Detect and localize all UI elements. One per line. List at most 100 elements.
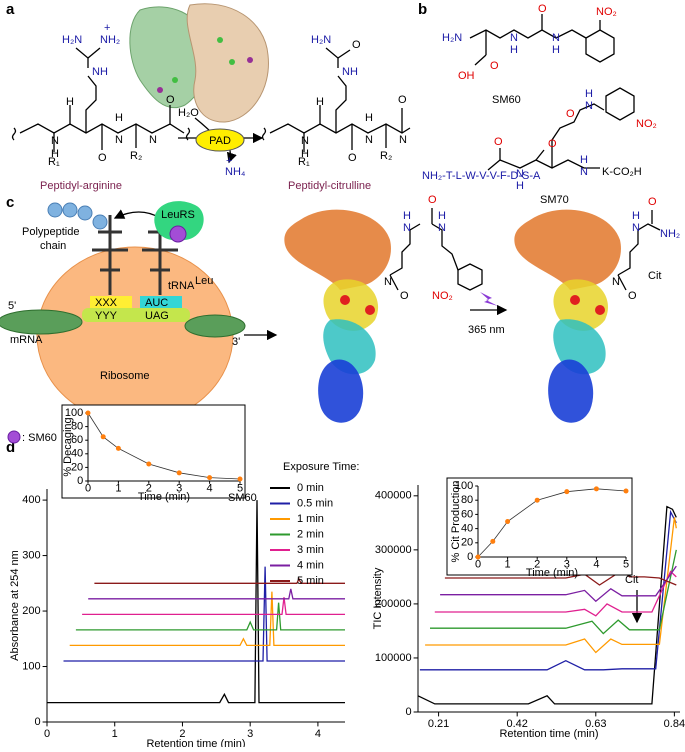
series-line bbox=[47, 500, 345, 704]
atom: N bbox=[384, 276, 392, 288]
protein bbox=[284, 209, 391, 423]
data-point bbox=[237, 476, 243, 482]
x-tick-label: 0 bbox=[475, 559, 481, 571]
x-tick-label: 5 bbox=[623, 559, 629, 571]
series-line bbox=[88, 588, 345, 600]
series-line bbox=[75, 602, 345, 631]
atom: N bbox=[510, 32, 518, 44]
y-tick-label: 0 bbox=[34, 716, 40, 728]
atom: H₂N bbox=[442, 32, 462, 44]
y-tick-label: 100 bbox=[65, 407, 83, 419]
data-point bbox=[207, 475, 213, 481]
protein bbox=[514, 209, 621, 423]
anticodon: XXX bbox=[95, 297, 118, 309]
data-point bbox=[534, 497, 540, 503]
sm60-bonds bbox=[469, 14, 615, 66]
x-tick-label: 0 bbox=[44, 728, 50, 740]
sm70-bonds bbox=[487, 87, 635, 171]
reagent: H₂O bbox=[178, 107, 199, 119]
series-line bbox=[434, 570, 677, 617]
y-tick-label: 80 bbox=[461, 494, 473, 506]
atom: H bbox=[66, 96, 74, 108]
x-tick-label: 1 bbox=[115, 483, 121, 495]
series-line bbox=[430, 549, 677, 635]
polypeptide-label: Polypeptide bbox=[22, 226, 80, 238]
pad-structure bbox=[129, 3, 269, 123]
y-tick-label: 300 bbox=[22, 549, 40, 561]
y-tick-label: 400000 bbox=[375, 490, 412, 502]
data-point bbox=[115, 445, 121, 451]
sequence: NH₂-T-L-W-V-V-F-D-S-A bbox=[422, 170, 541, 182]
peak-label: SM60 bbox=[228, 492, 257, 504]
x-tick-label: 3 bbox=[176, 483, 182, 495]
atom: O bbox=[98, 152, 107, 164]
light-bolt bbox=[480, 292, 498, 306]
y-tick-label: 0 bbox=[77, 475, 83, 487]
y-tick-label: 100 bbox=[455, 480, 473, 492]
atom: R₂ bbox=[130, 150, 142, 162]
atom: O bbox=[348, 152, 357, 164]
light-label: 365 nm bbox=[468, 324, 505, 336]
x-axis-label: Retention time (min) bbox=[499, 728, 598, 740]
atom: N bbox=[301, 135, 309, 147]
atom: NH bbox=[92, 66, 108, 78]
data-point bbox=[146, 461, 152, 467]
y-tick-label: 200000 bbox=[375, 598, 412, 610]
series-line bbox=[94, 577, 345, 584]
x-tick-label: 3 bbox=[247, 728, 253, 740]
atom: H bbox=[115, 112, 123, 124]
panel-label: c bbox=[6, 194, 14, 211]
amino-acid bbox=[62, 202, 78, 218]
y-axis-label: % Decaging bbox=[62, 417, 74, 476]
series-line bbox=[425, 517, 677, 654]
data-point bbox=[505, 519, 511, 524]
atom: N bbox=[115, 134, 123, 146]
atom: O bbox=[566, 108, 575, 120]
product-label: Peptidyl-citrulline bbox=[288, 180, 371, 192]
anticodon: AUC bbox=[145, 297, 168, 309]
atom: H bbox=[403, 210, 411, 222]
atom: H₂N bbox=[62, 34, 82, 46]
legend-label: : SM60 bbox=[22, 432, 57, 444]
codon-box bbox=[90, 296, 132, 308]
atom: NH bbox=[342, 66, 358, 78]
atom: O bbox=[490, 60, 499, 72]
atom: N bbox=[632, 222, 640, 234]
series-line bbox=[63, 566, 345, 662]
y-tick-label: 20 bbox=[71, 461, 83, 473]
x-tick-label: 0.84 bbox=[664, 718, 685, 730]
y-tick-label: 60 bbox=[461, 508, 473, 520]
atom: O bbox=[494, 136, 503, 148]
compound-label: SM70 bbox=[540, 194, 569, 206]
mrna bbox=[82, 308, 190, 322]
x-tick-label: 1 bbox=[505, 559, 511, 571]
atom: N bbox=[365, 134, 373, 146]
reactant-label: Peptidyl-arginine bbox=[40, 180, 122, 192]
x-axis-label: Time (min) bbox=[526, 567, 578, 579]
mrna-blob bbox=[184, 314, 246, 338]
side-chain bbox=[389, 208, 661, 291]
legend-label: 0.5 min bbox=[297, 497, 333, 509]
x-tick-label: 5 bbox=[237, 483, 243, 495]
enzyme: PAD bbox=[209, 135, 231, 147]
panel-label: b bbox=[418, 1, 427, 18]
codon: UAG bbox=[145, 310, 169, 322]
legend-label: 1 min bbox=[297, 513, 324, 525]
atom: H bbox=[51, 148, 59, 160]
x-tick-label: 4 bbox=[593, 559, 599, 571]
byproduct: NH₄ bbox=[225, 166, 246, 178]
compound-label: SM60 bbox=[492, 94, 521, 106]
data-point bbox=[623, 488, 629, 494]
data-point bbox=[176, 470, 182, 476]
x-tick-label: 1 bbox=[112, 728, 118, 740]
sequence-end: K-CO₂H bbox=[602, 166, 642, 178]
cit-label: Cit bbox=[648, 270, 661, 282]
atom: H bbox=[585, 88, 593, 100]
trna bbox=[92, 215, 178, 295]
peak-label: Cit bbox=[625, 574, 638, 586]
x-tick-label: 2 bbox=[179, 728, 185, 740]
mrna-blob bbox=[0, 309, 83, 335]
atom: R₁ bbox=[48, 156, 60, 168]
codon-box bbox=[140, 296, 182, 308]
x-axis-label: Retention time (min) bbox=[146, 738, 245, 747]
